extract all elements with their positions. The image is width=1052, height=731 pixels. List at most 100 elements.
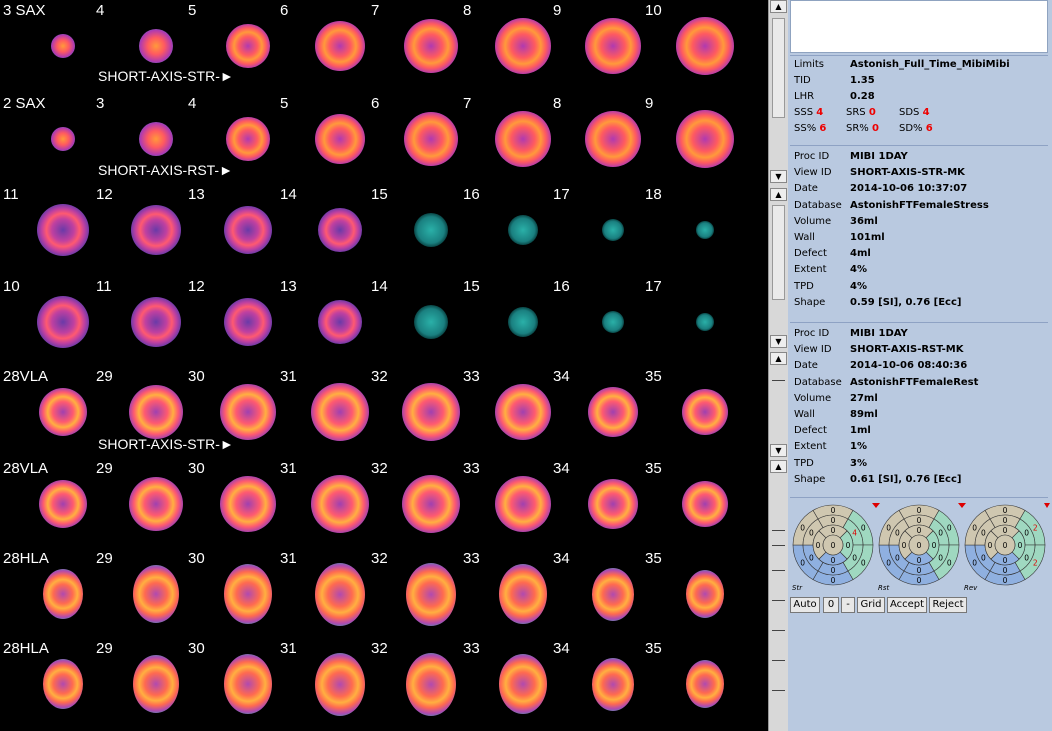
polar-score: 0 [917, 566, 922, 575]
image-frame[interactable]: 9 [553, 2, 657, 92]
image-frame[interactable]: 8 [553, 95, 657, 185]
image-frame[interactable]: 11 [3, 186, 107, 276]
image-frame[interactable]: 7 [371, 2, 475, 92]
image-frame[interactable]: 30 [188, 460, 292, 550]
polar-score: 0 [988, 541, 993, 550]
image-frame[interactable]: 9 [645, 95, 749, 185]
image-viewer[interactable]: 3 SAX 4 5 6 7 8 9 10 2 SAX 3 4 5 6 7 8 9 11 12 13 14 15 16 17 1… [0, 0, 768, 731]
image-frame[interactable]: 33 [463, 640, 567, 730]
image-frame[interactable]: 7 [463, 95, 567, 185]
image-frame[interactable]: 34 [553, 640, 657, 730]
image-frame[interactable]: 11 [96, 278, 200, 368]
image-frame[interactable]: 17 [645, 278, 749, 368]
image-frame[interactable]: 15 [463, 278, 567, 368]
image-frame[interactable]: 2 SAX [3, 95, 107, 185]
image-frame[interactable]: 31 [280, 550, 384, 640]
image-frame[interactable]: 12 [96, 186, 200, 276]
image-frame[interactable]: 29 [96, 460, 200, 550]
zero-button[interactable]: 0 [823, 597, 839, 613]
image-frame[interactable]: 28VLA [3, 460, 107, 550]
vertical-scrollbar-strip[interactable]: ▲ ▼ ▲ ▼ ▲ ▼ ▲ [768, 0, 788, 731]
image-frame[interactable]: 5 [188, 2, 292, 92]
image-frame[interactable]: 32 [371, 368, 475, 458]
image-frame[interactable]: 12 [188, 278, 292, 368]
image-frame[interactable]: 17 [553, 186, 657, 276]
image-frame[interactable]: 29 [96, 368, 200, 458]
scroll-down-arrow-icon[interactable]: ▼ [770, 170, 787, 183]
image-frame[interactable]: 33 [463, 550, 567, 640]
image-frame[interactable]: 10 [3, 278, 107, 368]
polar-score: 0 [917, 556, 922, 565]
image-frame[interactable]: 30 [188, 640, 292, 730]
image-frame[interactable]: 6 [371, 95, 475, 185]
image-frame[interactable]: 35 [645, 368, 749, 458]
scroll-thumb[interactable] [772, 205, 785, 300]
image-frame[interactable]: 14 [371, 278, 475, 368]
image-frame[interactable]: 4 [188, 95, 292, 185]
image-frame[interactable]: 35 [645, 550, 749, 640]
scroll-tick [772, 690, 785, 691]
accept-button[interactable]: Accept [887, 597, 927, 613]
scroll-up-arrow-icon[interactable]: ▲ [770, 0, 787, 13]
image-frame[interactable]: 30 [188, 550, 292, 640]
image-frame[interactable]: 35 [645, 460, 749, 550]
image-frame[interactable]: 32 [371, 550, 475, 640]
scroll-up-arrow-icon[interactable]: ▲ [770, 460, 787, 473]
image-frame[interactable]: 32 [371, 460, 475, 550]
image-frame[interactable]: 4 [96, 2, 200, 92]
image-frame[interactable]: 3 [96, 95, 200, 185]
perfusion-image [402, 383, 460, 441]
auto-button[interactable]: Auto [790, 597, 820, 613]
scroll-up-arrow-icon[interactable]: ▲ [770, 352, 787, 365]
image-frame[interactable]: 8 [463, 2, 567, 92]
image-frame[interactable]: 28HLA [3, 640, 107, 730]
image-frame[interactable]: 28HLA [3, 550, 107, 640]
image-frame[interactable]: 29 [96, 640, 200, 730]
image-frame[interactable]: 33 [463, 368, 567, 458]
minus-button[interactable]: - [841, 597, 855, 613]
image-frame[interactable]: 29 [96, 550, 200, 640]
image-frame[interactable]: 35 [645, 640, 749, 730]
image-frame[interactable]: 31 [280, 640, 384, 730]
image-frame[interactable]: 10 [645, 2, 749, 92]
image-frame[interactable]: 13 [188, 186, 292, 276]
grid-button[interactable]: Grid [857, 597, 885, 613]
image-frame[interactable]: 13 [280, 278, 384, 368]
image-frame[interactable]: 32 [371, 640, 475, 730]
rest-info-section: Proc ID MIBI 1DAY View ID SHORT-AXIS-RST-MK… [790, 322, 1048, 494]
image-frame[interactable]: 34 [553, 550, 657, 640]
scroll-down-arrow-icon[interactable]: ▼ [770, 444, 787, 457]
image-frame[interactable]: 16 [463, 186, 567, 276]
image-frame[interactable]: 31 [280, 460, 384, 550]
polar-score: 0 [1003, 516, 1008, 525]
image-frame[interactable]: 34 [553, 460, 657, 550]
image-frame[interactable]: 18 [645, 186, 749, 276]
image-frame[interactable]: 14 [280, 186, 384, 276]
image-frame[interactable]: 16 [553, 278, 657, 368]
image-frame[interactable]: 33 [463, 460, 567, 550]
stress-info-key: View ID [794, 167, 832, 179]
scroll-up-arrow-icon[interactable]: ▲ [770, 188, 787, 201]
scroll-thumb[interactable] [772, 18, 785, 118]
image-frame[interactable]: 30 [188, 368, 292, 458]
image-frame[interactable]: 3 SAX [3, 2, 107, 92]
image-frame[interactable]: 5 [280, 95, 384, 185]
image-frame[interactable]: 28VLA [3, 368, 107, 458]
image-frame[interactable]: 15 [371, 186, 475, 276]
perfusion-image [129, 477, 183, 531]
polar-score: 0 [1003, 526, 1008, 535]
scroll-down-arrow-icon[interactable]: ▼ [770, 335, 787, 348]
perfusion-image [686, 660, 724, 708]
reject-button[interactable]: Reject [929, 597, 967, 613]
image-frame[interactable]: 6 [280, 2, 384, 92]
image-frame[interactable]: 31 [280, 368, 384, 458]
perfusion-image [495, 384, 551, 440]
image-frame[interactable]: 34 [553, 368, 657, 458]
frame-label: 34 [553, 460, 570, 477]
rest-info-key: Volume [794, 392, 832, 404]
tid-value: 1.35 [850, 75, 875, 86]
frame-label: 35 [645, 368, 662, 385]
